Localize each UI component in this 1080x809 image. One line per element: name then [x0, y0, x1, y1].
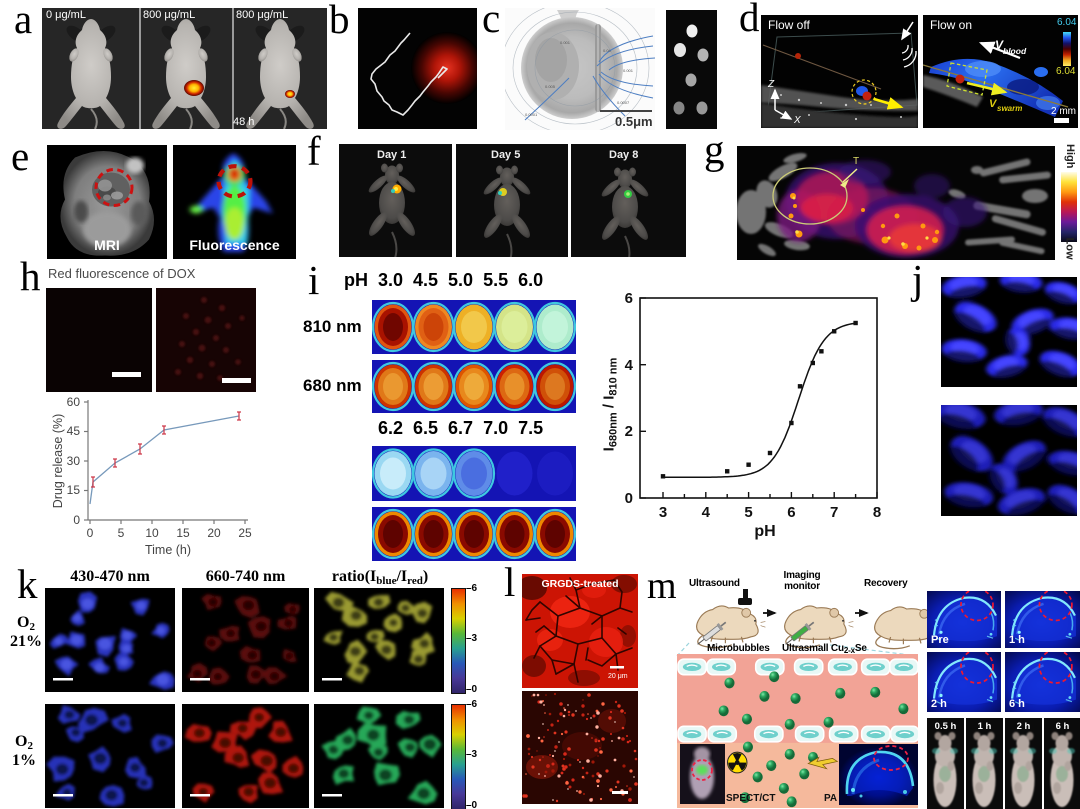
svg-text:blood: blood — [1003, 46, 1027, 56]
svg-text:pH: pH — [754, 523, 775, 540]
svg-text:V: V — [989, 98, 998, 110]
svg-text:Day 1: Day 1 — [377, 149, 406, 161]
svg-text:0.5μm: 0.5μm — [615, 114, 653, 129]
svg-text:8: 8 — [873, 504, 881, 521]
svg-text:2: 2 — [625, 423, 633, 440]
svg-text:V: V — [995, 38, 1004, 52]
svg-text:2 mm: 2 mm — [1051, 106, 1076, 117]
svg-text:4: 4 — [625, 357, 634, 374]
svg-text:30: 30 — [67, 454, 81, 468]
svg-text:6: 6 — [787, 504, 795, 521]
svg-text:25: 25 — [238, 526, 252, 540]
svg-text:5: 5 — [118, 526, 125, 540]
svg-text:10: 10 — [145, 526, 159, 540]
svg-text:4: 4 — [702, 504, 711, 521]
svg-text:7: 7 — [830, 504, 838, 521]
svg-text:0.0001: 0.0001 — [525, 112, 538, 117]
svg-text:Z: Z — [767, 79, 775, 90]
svg-text:Day 8: Day 8 — [609, 149, 638, 161]
svg-text:swarm: swarm — [997, 104, 1022, 113]
svg-text:60: 60 — [67, 395, 81, 409]
svg-text:6: 6 — [625, 290, 633, 307]
svg-text:0.0007: 0.0007 — [617, 100, 630, 105]
svg-text:X: X — [793, 115, 801, 126]
svg-text:Day 5: Day 5 — [491, 149, 520, 161]
svg-text:0.04: 0.04 — [603, 48, 612, 53]
svg-text:20 μm: 20 μm — [608, 673, 628, 680]
svg-text:3: 3 — [659, 504, 667, 521]
svg-text:T: T — [853, 156, 859, 167]
svg-text:0.001: 0.001 — [560, 40, 571, 45]
svg-text:0: 0 — [73, 513, 80, 527]
svg-text:Drug release (%): Drug release (%) — [51, 414, 65, 508]
svg-text:5: 5 — [744, 504, 752, 521]
svg-text:0.005: 0.005 — [545, 84, 556, 89]
svg-text:0: 0 — [87, 526, 94, 540]
svg-text:15: 15 — [67, 483, 81, 497]
svg-text:Time (h): Time (h) — [145, 543, 191, 557]
svg-text:20: 20 — [207, 526, 221, 540]
svg-text:0: 0 — [625, 490, 633, 507]
svg-text:45: 45 — [67, 424, 81, 438]
svg-text:0.001: 0.001 — [623, 68, 634, 73]
svg-text:15: 15 — [176, 526, 190, 540]
